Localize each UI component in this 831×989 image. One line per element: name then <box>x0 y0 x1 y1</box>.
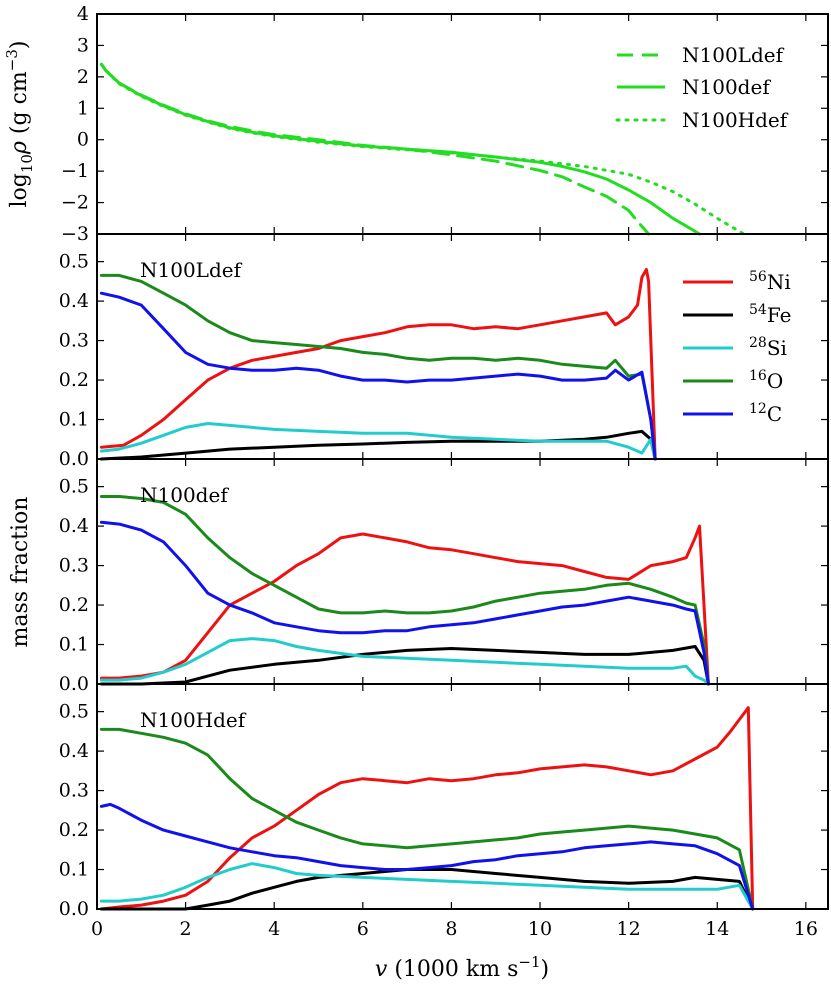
series-line-N100Hdef-O <box>99 727 755 911</box>
series-line-N100Ldef-C <box>99 291 657 461</box>
y-tick-label: −3 <box>61 223 89 245</box>
series-line-N100def-C <box>99 520 710 686</box>
legend-label-N100def: N100def <box>682 75 771 99</box>
x-tick-label: 4 <box>268 918 280 940</box>
y-tick-label: 0.3 <box>59 780 89 802</box>
density-y-axis-label: log10ρ (g cm−3) <box>3 41 36 208</box>
y-tick-label: 0.2 <box>59 594 89 616</box>
x-tick-label: 14 <box>705 918 729 940</box>
panel-title-N100Ldef: N100Ldef <box>140 258 243 282</box>
density-panel: 4 3 2 1 0 −1 −2 −3 N100Ldef N100def N100Hdef lo… <box>3 3 829 245</box>
y-tick-label: 2 <box>77 66 89 88</box>
y-tick-label: 0.0 <box>59 673 89 695</box>
legend-label-Fe: 54Fe <box>749 302 791 327</box>
density-legend: N100Ldef N100def N100Hdef <box>615 43 789 132</box>
x-axis-label: v (1000 km s−1) <box>375 953 549 982</box>
series-line-N100Ldef-Ni <box>99 268 657 461</box>
y-axis-label-mass-fraction: mass fraction <box>8 497 33 648</box>
panel-title-N100def: N100def <box>140 483 229 507</box>
y-tick-label: 0.4 <box>59 740 89 762</box>
series-line-N100def-Si <box>99 637 710 686</box>
legend-label-N100Hdef: N100Hdef <box>682 108 789 132</box>
y-tick-label: 0.5 <box>59 476 89 498</box>
y-tick-label: 0.2 <box>59 819 89 841</box>
y-tick-label: 0.0 <box>59 448 89 470</box>
y-tick-label: 0.4 <box>59 515 89 537</box>
y-tick-label: −1 <box>61 160 89 182</box>
x-tick-label: 0 <box>91 918 103 940</box>
series-line-density-N100Ldef <box>99 62 651 236</box>
panel-title-N100Hdef: N100Hdef <box>140 708 247 732</box>
legend-label-Ni: 56Ni <box>749 269 791 294</box>
series-line-N100def-Ni <box>99 524 710 686</box>
y-tick-label: 0.3 <box>59 555 89 577</box>
abundance-panel-N100def: 0.5 0.4 0.3 0.2 0.1 0.0 N100def <box>59 458 829 695</box>
series-line-N100Hdef-Si <box>99 862 755 911</box>
y-tick-label: 3 <box>77 34 89 56</box>
y-tick-label: 0.0 <box>59 898 89 920</box>
legend-label-N100Ldef: N100Ldef <box>682 43 785 67</box>
series-line-density-N100Hdef <box>99 62 746 236</box>
y-tick-label: 0 <box>77 129 89 151</box>
y-tick-label: 0.5 <box>59 251 89 273</box>
series-line-N100def-O <box>99 495 710 686</box>
x-tick-label: 12 <box>617 918 641 940</box>
abundance-panel-N100Ldef: 0.5 0.4 0.3 0.2 0.1 0.0 N100Ldef 56Ni 54Fe 28… <box>59 233 829 470</box>
y-tick-label: 1 <box>77 97 89 119</box>
x-tick-label: 2 <box>180 918 192 940</box>
abundance-legend: 56Ni 54Fe 28Si 16O 12C <box>683 269 791 426</box>
y-tick-label: 0.1 <box>59 634 89 656</box>
y-tick-label: 0.1 <box>59 409 89 431</box>
series-line-N100Hdef-C <box>99 802 755 911</box>
series-line-N100def-Fe <box>99 645 710 686</box>
x-tick-label: 8 <box>445 918 457 940</box>
y-tick-label: 0.5 <box>59 701 89 723</box>
y-tick-label: 0.2 <box>59 369 89 391</box>
y-tick-label: 4 <box>77 3 89 25</box>
x-tick-label: 10 <box>528 918 552 940</box>
x-tick-label: 16 <box>794 918 818 940</box>
series-line-N100Ldef-Fe <box>99 429 657 461</box>
abundance-panel-N100Hdef-frame <box>96 683 829 910</box>
legend-label-C: 12C <box>749 401 782 426</box>
y-tick-label: 0.3 <box>59 330 89 352</box>
series-line-N100Ldef-Si <box>99 422 657 461</box>
x-tick-label: 6 <box>357 918 369 940</box>
legend-label-O: 16O <box>749 368 783 393</box>
y-tick-label: 0.4 <box>59 290 89 312</box>
y-tick-label: −2 <box>61 192 89 214</box>
legend-label-Si: 28Si <box>749 335 787 360</box>
abundance-panel-N100Hdef: 0.5 0.4 0.3 0.2 0.1 0.00 2 4 6 8 10 12 14 16 N100Hdef <box>59 683 829 940</box>
y-tick-label: 0.1 <box>59 859 89 881</box>
series-line-N100Ldef-O <box>99 273 657 461</box>
